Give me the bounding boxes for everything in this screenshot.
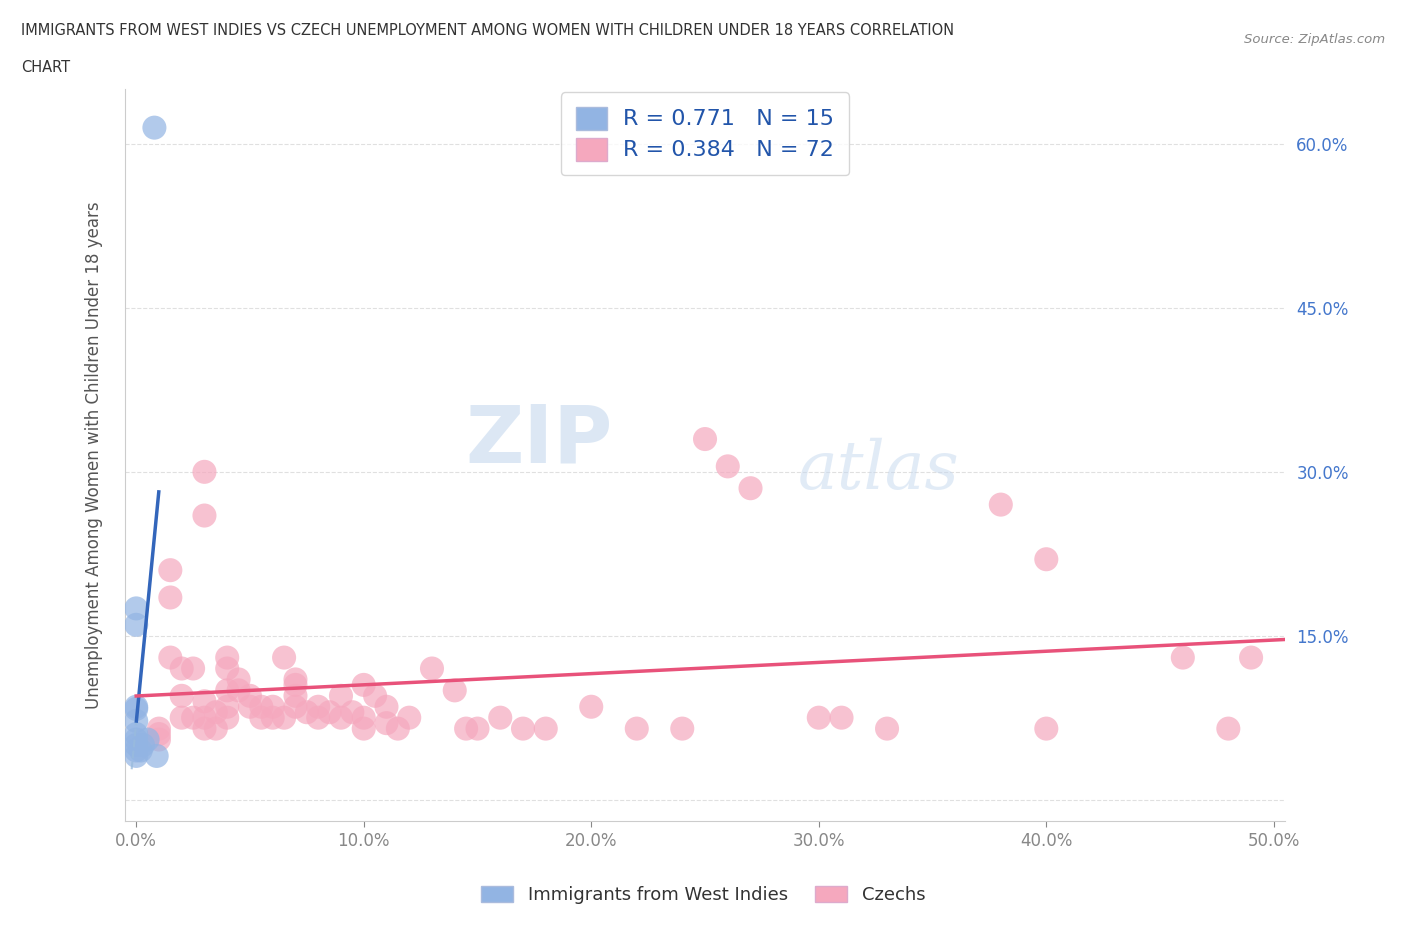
Point: [1171, 650, 1194, 665]
Point: [990, 498, 1012, 512]
Point: [193, 508, 215, 523]
Point: [626, 721, 648, 736]
Point: [125, 726, 148, 741]
Point: [181, 711, 204, 725]
Point: [145, 749, 167, 764]
Point: [342, 705, 364, 720]
Point: [170, 661, 193, 676]
Point: [1035, 551, 1057, 566]
Point: [132, 737, 155, 752]
Point: [443, 683, 465, 698]
Point: [284, 688, 307, 703]
Point: [1035, 721, 1057, 736]
Point: [217, 661, 239, 676]
Point: [170, 688, 193, 703]
Point: [217, 699, 239, 714]
Point: [239, 699, 262, 714]
Point: [693, 432, 716, 446]
Point: [228, 683, 250, 698]
Text: atlas: atlas: [797, 437, 960, 503]
Point: [125, 713, 148, 728]
Text: ZIP: ZIP: [465, 402, 612, 480]
Point: [284, 677, 307, 692]
Point: [125, 732, 148, 747]
Point: [273, 650, 295, 665]
Point: [489, 711, 512, 725]
Point: [125, 618, 148, 632]
Point: [217, 650, 239, 665]
Text: Source: ZipAtlas.com: Source: ZipAtlas.com: [1244, 33, 1385, 46]
Point: [125, 699, 148, 714]
Point: [159, 563, 181, 578]
Point: [205, 721, 228, 736]
Point: [330, 711, 353, 725]
Point: [295, 705, 318, 720]
Point: [125, 749, 148, 764]
Point: [1240, 650, 1263, 665]
Point: [148, 726, 170, 741]
Point: [307, 711, 329, 725]
Point: [807, 711, 830, 725]
Point: [228, 672, 250, 687]
Text: IMMIGRANTS FROM WEST INDIES VS CZECH UNEMPLOYMENT AMONG WOMEN WITH CHILDREN UNDE: IMMIGRANTS FROM WEST INDIES VS CZECH UNE…: [21, 23, 955, 38]
Point: [193, 694, 215, 709]
Point: [375, 699, 398, 714]
Point: [159, 590, 181, 604]
Point: [456, 721, 478, 736]
Point: [284, 699, 307, 714]
Point: [217, 683, 239, 698]
Point: [125, 743, 148, 758]
Point: [170, 711, 193, 725]
Point: [876, 721, 898, 736]
Point: [125, 701, 148, 716]
Point: [181, 661, 204, 676]
Point: [205, 705, 228, 720]
Point: [193, 711, 215, 725]
Point: [318, 705, 340, 720]
Point: [581, 699, 603, 714]
Point: [148, 721, 170, 736]
Point: [420, 661, 443, 676]
Point: [671, 721, 693, 736]
Point: [831, 711, 853, 725]
Point: [250, 699, 273, 714]
Point: [364, 688, 387, 703]
Point: [353, 721, 375, 736]
Point: [148, 732, 170, 747]
Point: [143, 120, 166, 135]
Point: [159, 650, 181, 665]
Point: [125, 601, 148, 616]
Point: [375, 716, 398, 731]
Point: [1218, 721, 1240, 736]
Point: [250, 711, 273, 725]
Point: [353, 677, 375, 692]
Text: CHART: CHART: [21, 60, 70, 75]
Point: [262, 711, 284, 725]
Point: [330, 688, 353, 703]
Point: [129, 743, 152, 758]
Point: [193, 464, 215, 479]
Point: [217, 711, 239, 725]
Point: [284, 672, 307, 687]
Y-axis label: Unemployment Among Women with Children Under 18 years: Unemployment Among Women with Children U…: [86, 202, 103, 710]
Point: [387, 721, 409, 736]
Point: [512, 721, 534, 736]
Point: [534, 721, 557, 736]
Point: [398, 711, 420, 725]
Point: [193, 721, 215, 736]
Legend: Immigrants from West Indies, Czechs: Immigrants from West Indies, Czechs: [474, 879, 932, 911]
Point: [125, 737, 148, 752]
Legend: R = 0.771   N = 15, R = 0.384   N = 72: R = 0.771 N = 15, R = 0.384 N = 72: [561, 92, 849, 176]
Point: [717, 458, 740, 473]
Point: [136, 732, 159, 747]
Point: [239, 688, 262, 703]
Point: [467, 721, 489, 736]
Point: [262, 699, 284, 714]
Point: [273, 711, 295, 725]
Point: [307, 699, 329, 714]
Point: [353, 711, 375, 725]
Point: [740, 481, 762, 496]
